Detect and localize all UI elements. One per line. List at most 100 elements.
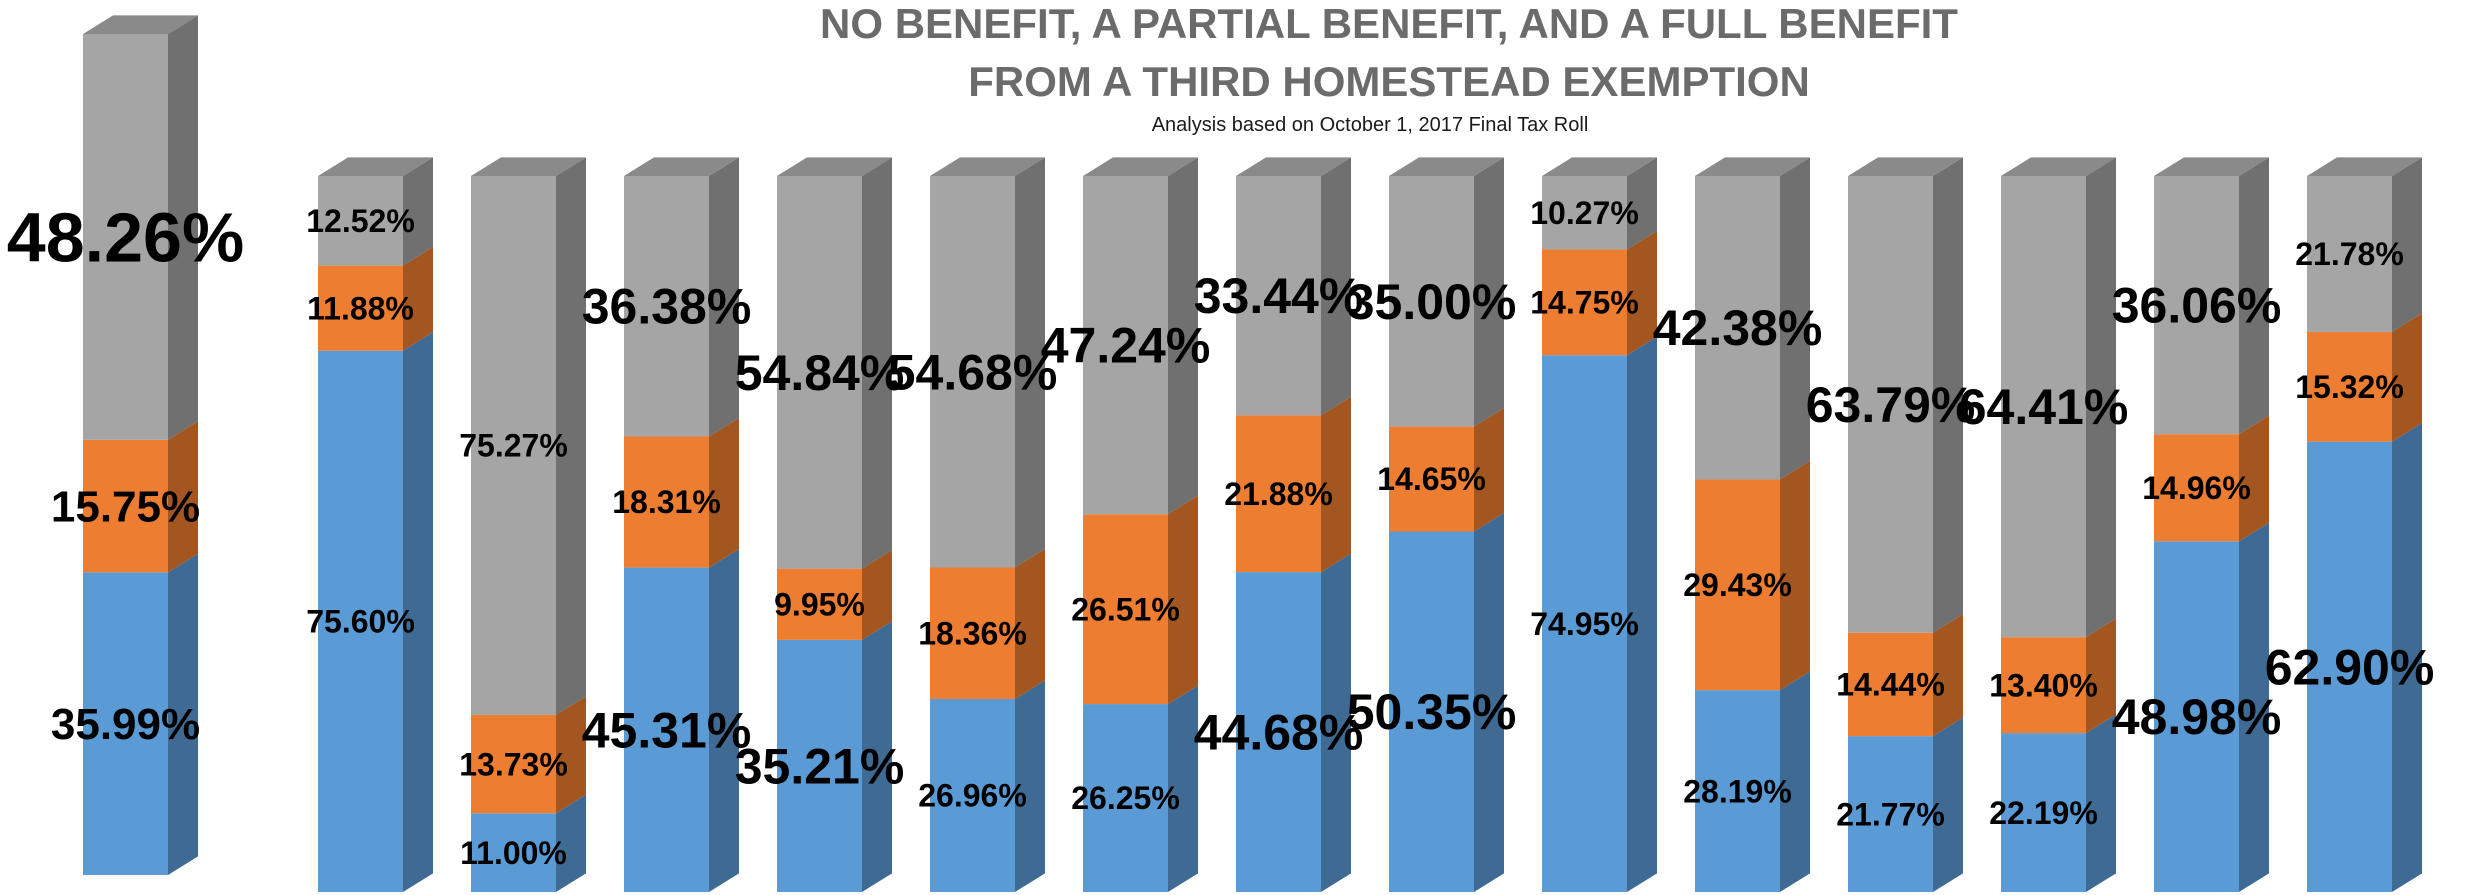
bar-side-no-benefit-9 bbox=[1474, 512, 1504, 892]
bar-top-8 bbox=[1236, 157, 1351, 176]
data-label-full-benefit-10: 10.27% bbox=[1530, 195, 1639, 231]
bar-side-full-benefit-5 bbox=[862, 157, 892, 569]
data-label-no-benefit-9: 50.35% bbox=[1347, 684, 1517, 740]
bar-full-benefit-8 bbox=[1236, 176, 1321, 416]
bar-side-full-benefit-14 bbox=[2239, 157, 2269, 435]
data-label-partial-benefit-6: 18.36% bbox=[918, 615, 1027, 651]
data-label-partial-benefit-4: 18.31% bbox=[612, 484, 721, 520]
bar-top-12 bbox=[1848, 157, 1963, 176]
bar-side-full-benefit-11 bbox=[1780, 157, 1810, 480]
data-label-no-benefit-4: 45.31% bbox=[582, 702, 752, 758]
bar-partial-benefit-14 bbox=[2154, 434, 2239, 542]
bar-no-benefit-5 bbox=[777, 639, 862, 892]
data-label-no-benefit-15: 62.90% bbox=[2265, 639, 2435, 695]
bar-side-no-benefit-5 bbox=[862, 621, 892, 892]
bar-full-benefit-11 bbox=[1695, 176, 1780, 480]
data-label-full-benefit-13: 64.41% bbox=[1959, 379, 2129, 435]
bar-no-benefit-11 bbox=[1695, 690, 1780, 892]
data-label-full-benefit-2: 12.52% bbox=[306, 203, 415, 239]
data-label-partial-benefit-5: 9.95% bbox=[774, 586, 865, 622]
data-label-partial-benefit-12: 14.44% bbox=[1836, 667, 1945, 703]
data-label-no-benefit-3: 11.00% bbox=[460, 835, 567, 871]
labels-layer: 35.99% 15.75% 48.26% 75.60% 11.88% 12.52% 11.0… bbox=[7, 195, 2435, 871]
data-label-full-benefit-6: 54.68% bbox=[888, 344, 1058, 400]
bar-partial-benefit-1 bbox=[83, 439, 168, 573]
bar-side-no-benefit-7 bbox=[1168, 685, 1198, 892]
bar-side-no-benefit-14 bbox=[2239, 522, 2269, 892]
bar-column-14 bbox=[2154, 157, 2269, 892]
data-label-full-benefit-1: 48.26% bbox=[7, 198, 244, 276]
bar-full-benefit-9 bbox=[1389, 176, 1474, 427]
bar-no-benefit-13 bbox=[2001, 733, 2086, 892]
bar-side-partial-benefit-9 bbox=[1474, 408, 1504, 532]
bar-side-partial-benefit-10 bbox=[1627, 230, 1657, 356]
bar-partial-benefit-6 bbox=[930, 567, 1015, 699]
data-label-full-benefit-11: 42.38% bbox=[1653, 300, 1823, 356]
bar-partial-benefit-13 bbox=[2001, 637, 2086, 734]
bar-partial-benefit-12 bbox=[1848, 632, 1933, 737]
bar-top-5 bbox=[777, 157, 892, 176]
chart-title-line-2: FROM A THIRD HOMESTEAD EXEMPTION bbox=[968, 58, 1810, 105]
data-label-partial-benefit-7: 26.51% bbox=[1071, 591, 1180, 627]
bar-top-4 bbox=[624, 157, 739, 176]
bar-top-3 bbox=[471, 157, 586, 176]
bar-no-benefit-7 bbox=[1083, 704, 1168, 892]
data-label-no-benefit-12: 21.77% bbox=[1836, 796, 1945, 832]
bar-side-partial-benefit-1 bbox=[168, 421, 198, 573]
bar-column-2 bbox=[318, 157, 433, 893]
bar-no-benefit-15 bbox=[2307, 441, 2392, 892]
bar-partial-benefit-2 bbox=[318, 265, 403, 351]
bar-partial-benefit-15 bbox=[2307, 331, 2392, 442]
bar-side-partial-benefit-15 bbox=[2392, 313, 2422, 442]
data-label-no-benefit-7: 26.25% bbox=[1071, 780, 1180, 816]
bar-side-full-benefit-13 bbox=[2086, 157, 2116, 638]
bar-full-benefit-2 bbox=[318, 176, 403, 266]
bar-side-full-benefit-12 bbox=[1933, 157, 1963, 633]
bar-side-full-benefit-4 bbox=[709, 157, 739, 437]
data-label-no-benefit-14: 48.98% bbox=[2112, 689, 2282, 745]
data-label-no-benefit-13: 22.19% bbox=[1989, 795, 2098, 831]
bar-column-10 bbox=[1542, 157, 1657, 893]
chart-title-line-1: NO BENEFIT, A PARTIAL BENEFIT, AND A FUL… bbox=[820, 0, 1958, 47]
bar-column-15 bbox=[2307, 157, 2422, 892]
bar-partial-benefit-11 bbox=[1695, 479, 1780, 691]
bar-top-11 bbox=[1695, 157, 1810, 176]
data-label-full-benefit-4: 36.38% bbox=[582, 279, 752, 335]
data-label-full-benefit-9: 35.00% bbox=[1347, 274, 1517, 330]
bar-side-full-benefit-15 bbox=[2392, 157, 2422, 332]
bar-partial-benefit-10 bbox=[1542, 249, 1627, 356]
bar-full-benefit-6 bbox=[930, 176, 1015, 568]
data-label-no-benefit-5: 35.21% bbox=[735, 738, 905, 794]
data-label-partial-benefit-8: 21.88% bbox=[1224, 476, 1333, 512]
data-label-partial-benefit-14: 14.96% bbox=[2142, 470, 2251, 506]
bar-partial-benefit-7 bbox=[1083, 514, 1168, 705]
bar-side-no-benefit-11 bbox=[1780, 671, 1810, 892]
bar-top-10 bbox=[1542, 157, 1657, 176]
bar-column-6 bbox=[930, 157, 1045, 892]
bar-no-benefit-1 bbox=[83, 572, 168, 875]
bar-partial-benefit-4 bbox=[624, 436, 709, 568]
data-label-full-benefit-15: 21.78% bbox=[2295, 236, 2404, 272]
data-label-partial-benefit-1: 15.75% bbox=[51, 482, 200, 531]
chart-subtitle: Analysis based on October 1, 2017 Final … bbox=[1152, 114, 1589, 136]
bar-side-no-benefit-15 bbox=[2392, 423, 2422, 892]
bar-no-benefit-14 bbox=[2154, 541, 2239, 892]
bar-no-benefit-2 bbox=[318, 350, 403, 893]
bar-side-full-benefit-10 bbox=[1627, 157, 1657, 250]
bar-top-7 bbox=[1083, 157, 1198, 176]
bar-no-benefit-9 bbox=[1389, 531, 1474, 892]
bar-no-benefit-12 bbox=[1848, 736, 1933, 892]
bar-full-benefit-10 bbox=[1542, 176, 1627, 250]
bar-partial-benefit-5 bbox=[777, 568, 862, 640]
bar-column-11 bbox=[1695, 157, 1810, 892]
data-label-partial-benefit-3: 13.73% bbox=[459, 746, 568, 782]
bar-side-full-benefit-2 bbox=[403, 157, 433, 266]
bar-side-no-benefit-4 bbox=[709, 548, 739, 892]
data-label-no-benefit-6: 26.96% bbox=[918, 778, 1027, 814]
bar-top-6 bbox=[930, 157, 1045, 176]
bar-full-benefit-1 bbox=[83, 34, 168, 440]
bar-top-9 bbox=[1389, 157, 1504, 176]
bars-layer bbox=[83, 15, 2422, 893]
